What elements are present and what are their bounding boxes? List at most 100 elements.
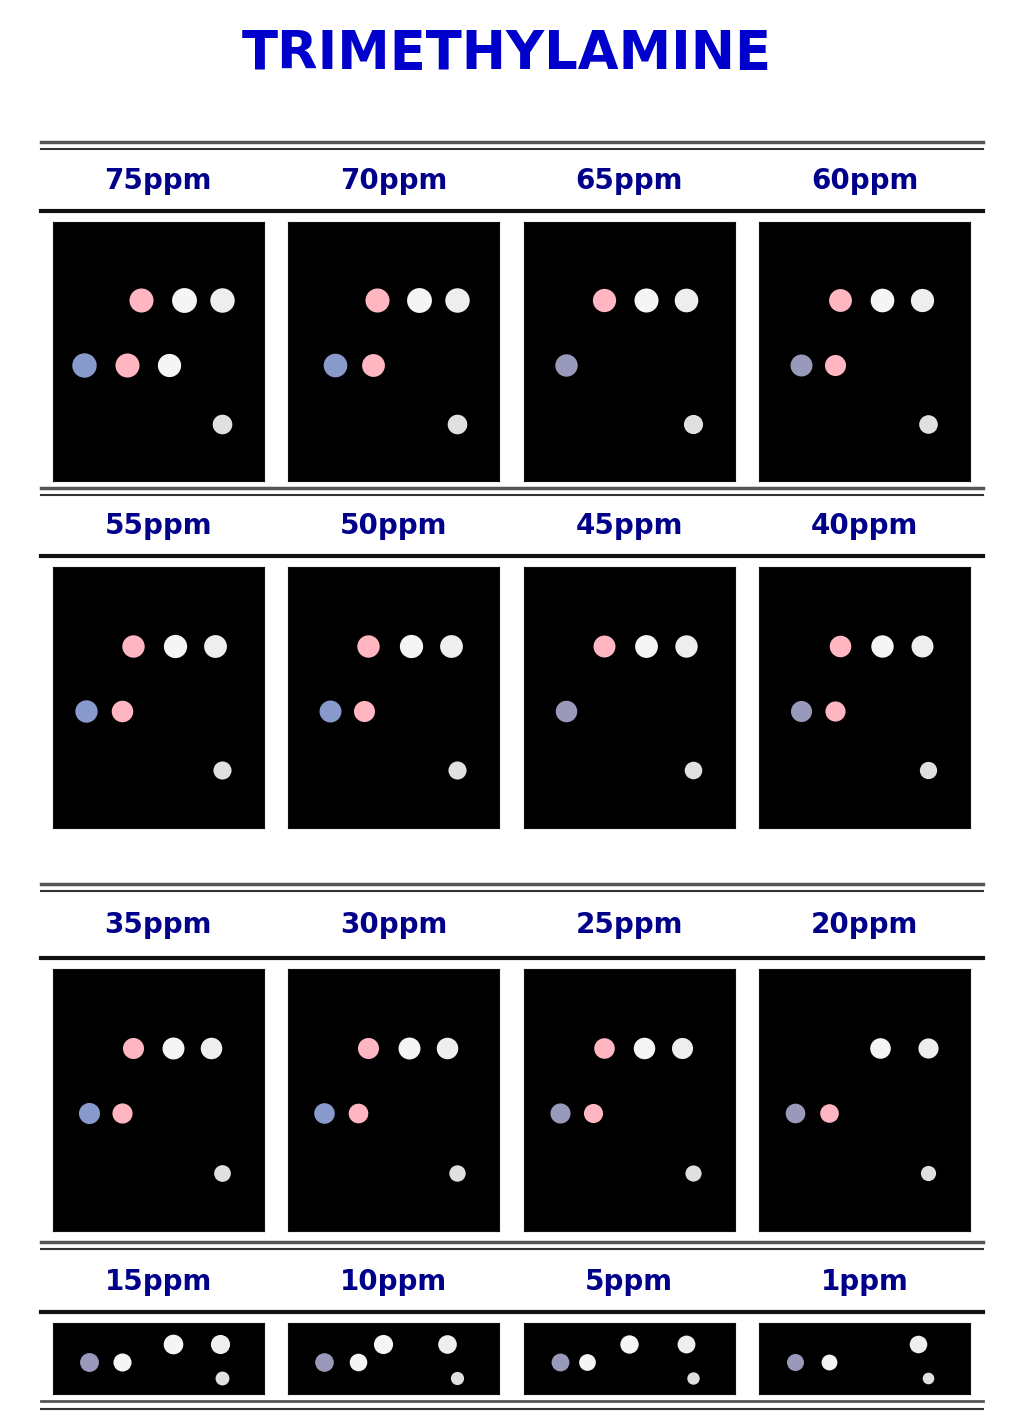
Point — [80, 1350, 96, 1373]
Text: 65ppm: 65ppm — [575, 167, 683, 195]
Point — [793, 699, 809, 722]
Point — [685, 1367, 701, 1390]
Point — [214, 760, 230, 782]
Text: 20ppm: 20ppm — [811, 911, 919, 940]
Point — [832, 289, 848, 311]
Point — [402, 634, 418, 657]
Text: 15ppm: 15ppm — [104, 1268, 212, 1296]
Point — [821, 1350, 837, 1373]
Point — [586, 1102, 602, 1125]
Point — [832, 634, 848, 657]
Point — [361, 634, 377, 657]
Point — [214, 1367, 230, 1390]
Point — [214, 1162, 230, 1184]
Point — [679, 1333, 695, 1356]
Point — [621, 1333, 637, 1356]
Text: 55ppm: 55ppm — [104, 512, 212, 541]
Point — [400, 1036, 416, 1058]
Point — [551, 1350, 567, 1373]
Point — [871, 1036, 887, 1058]
Point — [76, 354, 92, 376]
Point — [114, 1102, 131, 1125]
Text: 50ppm: 50ppm — [340, 512, 448, 541]
Point — [208, 634, 224, 657]
Point — [449, 1162, 465, 1184]
Text: 10ppm: 10ppm — [340, 1268, 448, 1296]
Point — [914, 634, 930, 657]
Text: 45ppm: 45ppm — [575, 512, 683, 541]
Point — [134, 289, 150, 311]
Point — [361, 1036, 377, 1058]
Point — [596, 1036, 612, 1058]
Text: 25ppm: 25ppm — [575, 911, 683, 940]
Point — [78, 699, 94, 722]
Point — [114, 699, 131, 722]
Text: 70ppm: 70ppm — [340, 167, 448, 195]
Point — [551, 1102, 567, 1125]
Point — [449, 413, 465, 436]
Point — [316, 1350, 332, 1373]
Point — [326, 354, 342, 376]
Point — [357, 699, 373, 722]
Point — [214, 413, 230, 436]
Point — [685, 413, 701, 436]
Point — [920, 760, 936, 782]
Point — [821, 1102, 837, 1125]
Point — [920, 1162, 936, 1184]
Point — [579, 1350, 596, 1373]
Point — [439, 1333, 455, 1356]
Point — [349, 1102, 366, 1125]
Point — [375, 1333, 391, 1356]
Point — [828, 699, 844, 722]
Text: 60ppm: 60ppm — [811, 167, 919, 195]
Point — [638, 634, 654, 657]
Point — [125, 1036, 141, 1058]
Point — [125, 634, 141, 657]
Point — [161, 354, 177, 376]
Point — [558, 699, 574, 722]
Point — [80, 1102, 96, 1125]
Point — [212, 1333, 228, 1356]
Point — [596, 289, 612, 311]
Point — [873, 289, 889, 311]
Point — [920, 413, 936, 436]
Point — [119, 354, 135, 376]
Point — [596, 634, 612, 657]
Text: 5ppm: 5ppm — [586, 1268, 674, 1296]
Text: 1ppm: 1ppm — [821, 1268, 909, 1296]
Point — [322, 699, 338, 722]
Text: 40ppm: 40ppm — [811, 512, 919, 541]
Point — [114, 1350, 131, 1373]
Point — [787, 1102, 803, 1125]
Point — [910, 1333, 926, 1356]
Point — [165, 1036, 181, 1058]
Text: TRIMETHYLAMINE: TRIMETHYLAMINE — [241, 28, 772, 79]
Point — [214, 289, 230, 311]
Point — [558, 354, 574, 376]
Point — [443, 634, 459, 657]
Point — [674, 1036, 690, 1058]
Point — [920, 1036, 936, 1058]
Point — [828, 354, 844, 376]
Point — [203, 1036, 219, 1058]
Point — [920, 1367, 936, 1390]
Text: 35ppm: 35ppm — [104, 911, 212, 940]
Point — [365, 354, 381, 376]
Point — [349, 1350, 366, 1373]
Point — [679, 634, 695, 657]
Point — [316, 1102, 332, 1125]
Point — [638, 289, 654, 311]
Point — [679, 289, 695, 311]
Text: 75ppm: 75ppm — [104, 167, 212, 195]
Point — [685, 760, 701, 782]
Point — [914, 289, 930, 311]
Point — [873, 634, 889, 657]
Point — [449, 1367, 465, 1390]
Point — [175, 289, 191, 311]
Point — [449, 760, 465, 782]
Point — [793, 354, 809, 376]
Text: 30ppm: 30ppm — [340, 911, 448, 940]
Point — [685, 1162, 701, 1184]
Point — [369, 289, 385, 311]
Point — [787, 1350, 803, 1373]
